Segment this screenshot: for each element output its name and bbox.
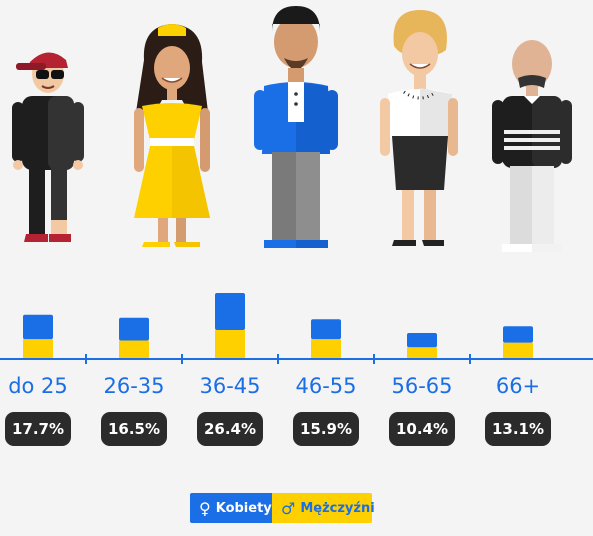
value-pill-26-35: 16.5% [101, 412, 167, 446]
bar-women-66 [503, 326, 533, 343]
value-pill-56-65: 10.4% [389, 412, 455, 446]
person-woman-yellow-dress-icon [134, 24, 210, 247]
legend-label-women: Kobiety [215, 500, 272, 516]
person-woman-blonde-icon [380, 10, 458, 246]
legend-label-men: Mężczyźni [300, 500, 375, 516]
bar-men-36-45 [215, 329, 245, 359]
stacked-bar-chart [0, 293, 593, 364]
bar-men-26-35 [119, 340, 149, 359]
value-pill-36-45: 26.4% [197, 412, 263, 446]
category-label-46-55: 46-55 [295, 374, 357, 398]
category-label-26-35: 26-35 [103, 374, 165, 398]
bar-women-26-35 [119, 317, 149, 341]
legend-item-men: ♂ Mężczyźni [272, 493, 375, 523]
value-pill-66-plus: 13.1% [485, 412, 551, 446]
bar-men-46-55 [311, 339, 341, 359]
chart-legend: ♀ Kobiety ♂ Mężczyźni [190, 493, 375, 523]
female-symbol-icon: ♀ [199, 498, 211, 518]
bar-women-56-65 [407, 333, 437, 348]
category-label-66-plus: 66+ [495, 374, 541, 398]
bar-women-do-25 [23, 314, 53, 340]
value-pill-46-55: 15.9% [293, 412, 359, 446]
bar-women-36-45 [215, 293, 245, 330]
bar-men-66 [503, 342, 533, 359]
person-young-man-cap-icon [12, 52, 84, 242]
value-pill-do-25: 17.7% [5, 412, 71, 446]
category-label-36-45: 36-45 [199, 374, 261, 398]
male-symbol-icon: ♂ [281, 498, 296, 518]
category-label-56-65: 56-65 [391, 374, 453, 398]
bar-women-46-55 [311, 319, 341, 340]
person-senior-man-icon [492, 40, 572, 252]
bar-men-56-65 [407, 347, 437, 359]
category-label-do-25: do 25 [8, 374, 68, 398]
legend-item-women: ♀ Kobiety [190, 493, 272, 523]
person-man-blue-jacket-icon [254, 6, 338, 248]
bar-men-do-25 [23, 339, 53, 359]
